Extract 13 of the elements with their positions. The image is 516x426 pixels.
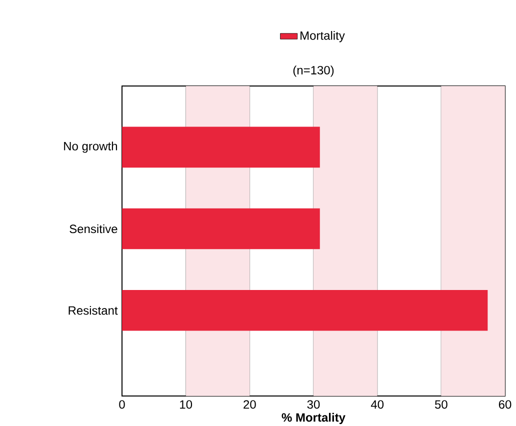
legend-label: Mortality [300,31,345,42]
x-tick-label: 10 [180,400,192,409]
y-tick-label: No growth [64,142,118,153]
x-tick-label: 60 [498,400,512,409]
x-tick-label: 20 [244,400,256,409]
x-tick-label: 0 [119,400,125,409]
x-axis-title: % Mortality [282,412,346,424]
x-tick-label: 50 [434,400,448,409]
y-tick-label: Sensitive [70,224,118,234]
x-tick-label: 40 [370,400,384,409]
x-tick-label: 30 [307,400,320,409]
y-tick-label: Resistant [68,306,118,315]
chart-subtitle: (n=130) [293,66,334,77]
